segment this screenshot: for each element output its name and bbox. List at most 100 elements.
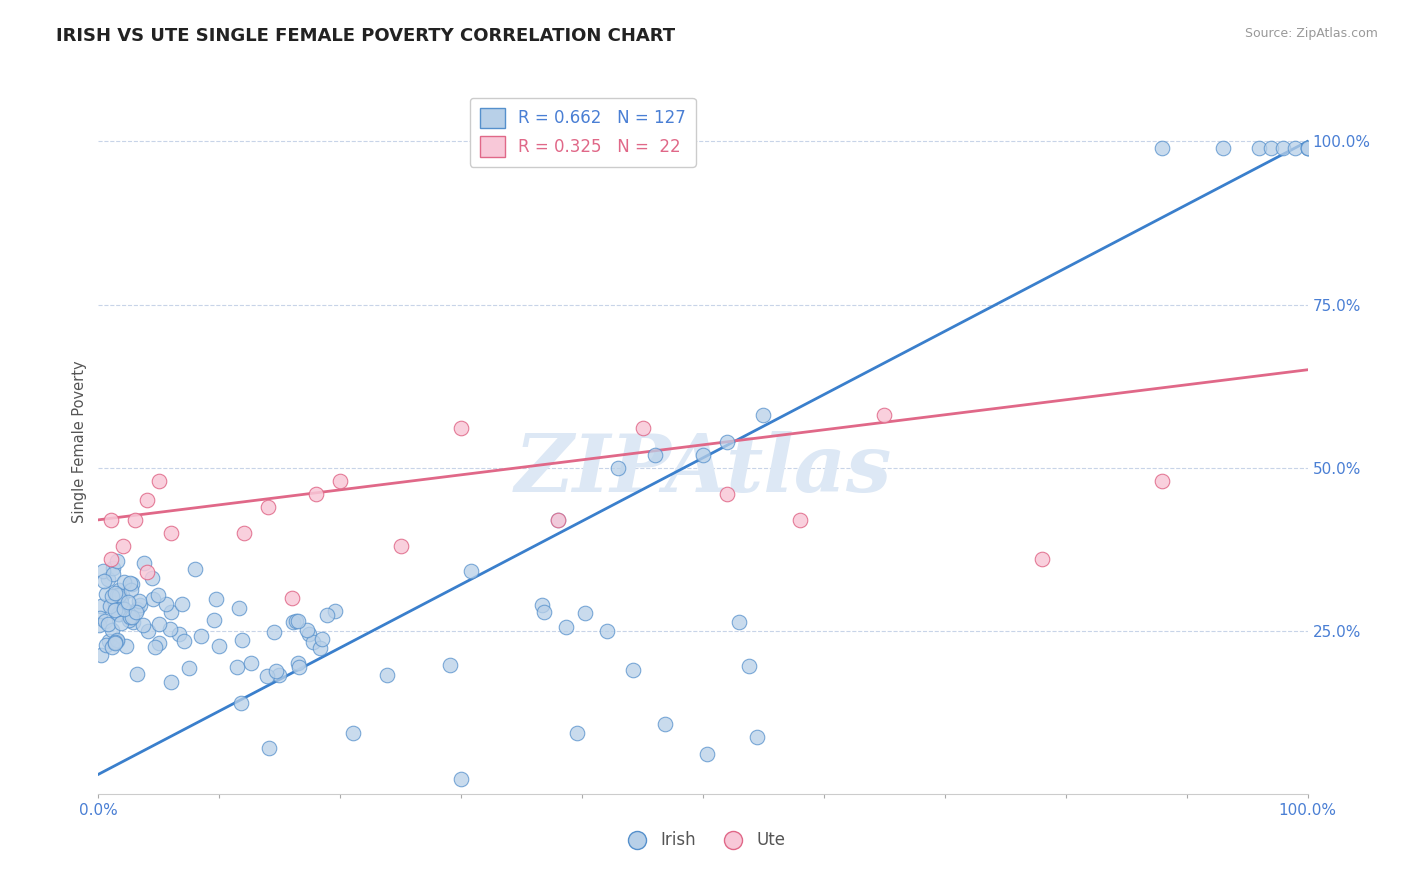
Point	[1284, 141, 1306, 155]
Point	[103, 602, 125, 616]
Point	[547, 513, 569, 527]
Point	[288, 660, 311, 674]
Point	[596, 624, 619, 638]
Point	[112, 575, 135, 590]
Point	[108, 588, 131, 602]
Point	[97, 617, 120, 632]
Point	[110, 616, 132, 631]
Point	[1296, 141, 1319, 155]
Point	[309, 640, 332, 655]
Point	[141, 571, 163, 585]
Point	[104, 635, 127, 649]
Point	[148, 617, 170, 632]
Point	[287, 656, 309, 670]
Point	[738, 658, 761, 673]
Point	[148, 474, 170, 488]
Point	[281, 615, 304, 630]
Point	[259, 740, 281, 755]
Point	[100, 640, 122, 655]
Point	[135, 565, 157, 579]
Point	[100, 552, 122, 566]
Point	[89, 617, 111, 632]
Point	[112, 602, 135, 616]
Text: Source: ZipAtlas.com: Source: ZipAtlas.com	[1244, 27, 1378, 40]
Point	[389, 539, 412, 553]
Point	[101, 566, 124, 581]
Point	[148, 588, 170, 602]
Point	[129, 598, 152, 612]
Point	[574, 606, 596, 620]
Point	[121, 577, 143, 591]
Point	[121, 615, 143, 629]
Point	[266, 665, 288, 679]
Point	[96, 586, 118, 600]
Point	[285, 614, 308, 628]
Point	[155, 597, 177, 611]
Point	[231, 632, 253, 647]
Point	[142, 592, 165, 607]
Point	[98, 599, 121, 613]
Point	[342, 726, 364, 740]
Point	[728, 615, 751, 629]
Point	[173, 634, 195, 648]
Point	[121, 610, 143, 624]
Point	[111, 600, 134, 615]
Point	[134, 556, 156, 570]
Point	[90, 648, 112, 662]
Text: ZIPAtlas: ZIPAtlas	[515, 431, 891, 508]
Point	[1152, 474, 1174, 488]
Point	[269, 668, 291, 682]
Point	[232, 525, 254, 540]
Point	[747, 730, 769, 744]
Point	[136, 624, 159, 639]
Point	[229, 696, 252, 710]
Point	[143, 640, 166, 655]
Point	[94, 638, 117, 652]
Point	[105, 554, 128, 568]
Point	[450, 421, 472, 435]
Point	[607, 460, 630, 475]
Point	[111, 539, 134, 553]
Point	[105, 633, 128, 648]
Point	[160, 674, 183, 689]
Point	[190, 629, 212, 643]
Point	[375, 668, 398, 682]
Point	[531, 598, 554, 612]
Point	[108, 583, 131, 598]
Point	[298, 627, 321, 641]
Point	[107, 588, 129, 602]
Point	[533, 605, 555, 619]
Y-axis label: Single Female Poverty: Single Female Poverty	[72, 360, 87, 523]
Point	[117, 595, 139, 609]
Point	[716, 487, 738, 501]
Point	[108, 607, 131, 621]
Point	[118, 613, 141, 627]
Point	[256, 669, 278, 683]
Point	[631, 421, 654, 435]
Point	[101, 624, 124, 638]
Point	[789, 513, 811, 527]
Point	[305, 487, 328, 501]
Point	[623, 663, 645, 677]
Point	[97, 633, 120, 648]
Point	[547, 513, 569, 527]
Point	[115, 639, 138, 653]
Point	[281, 591, 304, 606]
Point	[148, 636, 170, 650]
Point	[120, 610, 142, 624]
Point	[94, 614, 117, 628]
Point	[160, 605, 183, 619]
Point	[1031, 552, 1053, 566]
Point	[202, 613, 225, 627]
Point	[97, 572, 120, 586]
Text: IRISH VS UTE SINGLE FEMALE POVERTY CORRELATION CHART: IRISH VS UTE SINGLE FEMALE POVERTY CORRE…	[56, 27, 675, 45]
Point	[124, 513, 146, 527]
Point	[692, 448, 714, 462]
Point	[110, 595, 132, 609]
Point	[450, 772, 472, 787]
Point	[125, 666, 148, 681]
Point	[111, 588, 134, 602]
Point	[125, 605, 148, 619]
Point	[101, 560, 124, 574]
Point	[1152, 141, 1174, 155]
